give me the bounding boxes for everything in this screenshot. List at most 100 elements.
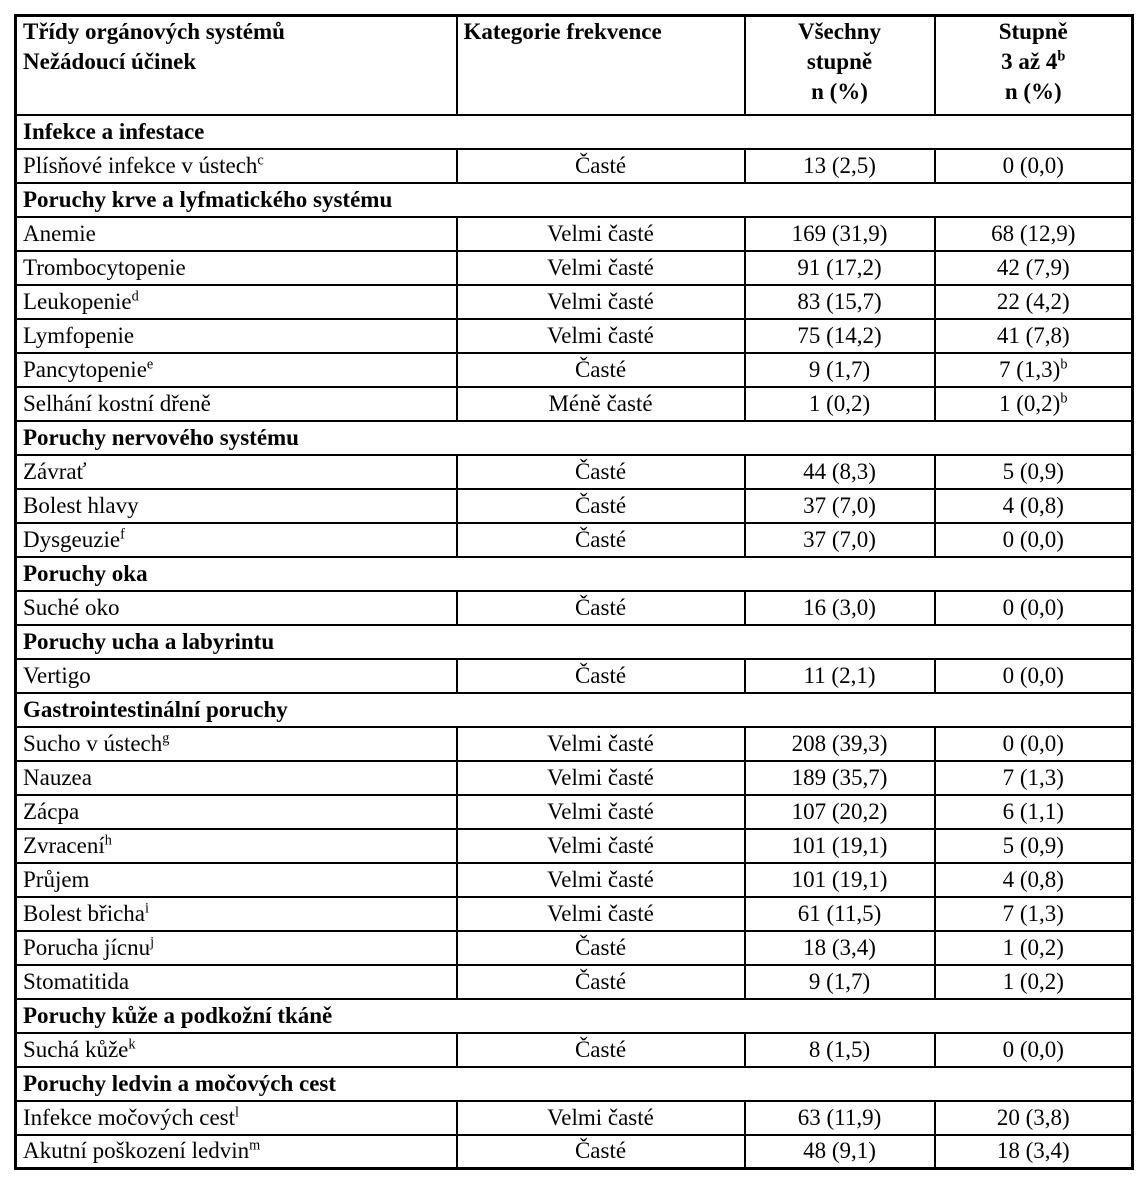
table-row: Lymfopenie Velmi časté 75 (14,2) 41 (7,8) [14, 317, 1134, 354]
frequency-category: Velmi časté [455, 283, 746, 320]
header-line: 3 až 4b [1001, 48, 1066, 74]
adverse-effect-name: Sucho v ústechg [14, 725, 458, 762]
all-grades-value: 1 (0,2) [743, 385, 936, 422]
all-grades-value: 83 (15,7) [743, 283, 936, 320]
table-row: Suchá kůžek Časté 8 (1,5) 0 (0,0) [14, 1031, 1134, 1068]
table-header: Třídy orgánových systémů Nežádoucí účine… [14, 14, 1134, 116]
adverse-effect-name: Průjem [14, 861, 458, 898]
frequency-category: Časté [455, 589, 746, 626]
table-row: Stomatitida Časté 9 (1,7) 1 (0,2) [14, 963, 1134, 1000]
adverse-effect-name: Infekce močových cestl [14, 1099, 458, 1136]
adverse-effect-name: Trombocytopenie [14, 249, 458, 286]
frequency-category: Velmi časté [455, 895, 746, 932]
header-line: Třídy orgánových systémů [23, 19, 285, 44]
adverse-effect-name: Lymfopenie [14, 317, 458, 354]
frequency-category: Časté [455, 351, 746, 388]
col-header-system-organ-class: Třídy orgánových systémů Nežádoucí účine… [14, 14, 458, 116]
frequency-category: Časté [455, 1133, 746, 1170]
adverse-effect-name: Akutní poškození ledvinm [14, 1133, 458, 1170]
adverse-effect-name: Dysgeuzief [14, 521, 458, 558]
all-grades-value: 8 (1,5) [743, 1031, 936, 1068]
grades-3-4-value: 7 (1,3)b [933, 351, 1134, 388]
adverse-effect-name: Pancytopeniee [14, 351, 458, 388]
all-grades-value: 208 (39,3) [743, 725, 936, 762]
table-row: Suché oko Časté 16 (3,0) 0 (0,0) [14, 589, 1134, 626]
adverse-effect-name: Selhání kostní dřeně [14, 385, 458, 422]
frequency-category: Časté [455, 1031, 746, 1068]
grades-3-4-value: 5 (0,9) [933, 453, 1134, 490]
grades-3-4-value: 0 (0,0) [933, 589, 1134, 626]
grades-3-4-value: 1 (0,2)b [933, 385, 1134, 422]
grades-3-4-value: 0 (0,0) [933, 521, 1134, 558]
grades-3-4-value: 0 (0,0) [933, 147, 1134, 184]
frequency-category: Velmi časté [455, 215, 746, 252]
grades-3-4-value: 0 (0,0) [933, 1031, 1134, 1068]
frequency-category: Časté [455, 963, 746, 1000]
section-title: Poruchy nervového systému [14, 419, 1134, 456]
all-grades-value: 13 (2,5) [743, 147, 936, 184]
grades-3-4-value: 41 (7,8) [933, 317, 1134, 354]
table-row: Trombocytopenie Velmi časté 91 (17,2) 42 (7… [14, 249, 1134, 286]
all-grades-value: 11 (2,1) [743, 657, 936, 694]
all-grades-value: 37 (7,0) [743, 521, 936, 558]
adverse-effect-name: Bolest břichai [14, 895, 458, 932]
section-title: Poruchy ledvin a močových cest [14, 1065, 1134, 1102]
adverse-effect-name: Suché oko [14, 589, 458, 626]
all-grades-value: 37 (7,0) [743, 487, 936, 524]
adverse-effect-name: Závrať [14, 453, 458, 490]
header-line: n (%) [811, 79, 868, 104]
table-row: Selhání kostní dřeně Méně časté 1 (0,2) 1 (… [14, 385, 1134, 422]
frequency-category: Méně časté [455, 385, 746, 422]
table-row: Nauzea Velmi časté 189 (35,7) 7 (1,3) [14, 759, 1134, 796]
table-body: Infekce a infestace Plísňové infekce v ús… [14, 113, 1134, 1170]
frequency-category: Velmi časté [455, 759, 746, 796]
adverse-effect-name: Anemie [14, 215, 458, 252]
section-row: Poruchy ledvin a močových cest [14, 1065, 1134, 1102]
col-header-grades-3-4: Stupně 3 až 4b n (%) [933, 14, 1134, 116]
all-grades-value: 101 (19,1) [743, 861, 936, 898]
section-title: Poruchy oka [14, 555, 1134, 592]
grades-3-4-value: 18 (3,4) [933, 1133, 1134, 1170]
all-grades-value: 16 (3,0) [743, 589, 936, 626]
header-line: Nežádoucí účinek [23, 49, 197, 74]
adverse-effect-name: Leukopenied [14, 283, 458, 320]
all-grades-value: 107 (20,2) [743, 793, 936, 830]
frequency-category: Velmi časté [455, 827, 746, 864]
section-title: Poruchy krve a lyfmatického systému [14, 181, 1134, 218]
table-row: Porucha jícnuj Časté 18 (3,4) 1 (0,2) [14, 929, 1134, 966]
adverse-effect-name: Porucha jícnuj [14, 929, 458, 966]
adverse-effect-name: Bolest hlavy [14, 487, 458, 524]
grades-3-4-value: 7 (1,3) [933, 895, 1134, 932]
table-row: Závrať Časté 44 (8,3) 5 (0,9) [14, 453, 1134, 490]
grades-3-4-value: 1 (0,2) [933, 929, 1134, 966]
all-grades-value: 101 (19,1) [743, 827, 936, 864]
all-grades-value: 9 (1,7) [743, 351, 936, 388]
table-row: Dysgeuzief Časté 37 (7,0) 0 (0,0) [14, 521, 1134, 558]
header-line: stupně [806, 49, 873, 74]
grades-3-4-value: 4 (0,8) [933, 861, 1134, 898]
grades-3-4-value: 20 (3,8) [933, 1099, 1134, 1136]
adverse-effect-name: Nauzea [14, 759, 458, 796]
section-title: Infekce a infestace [14, 113, 1134, 150]
frequency-category: Velmi časté [455, 249, 746, 286]
frequency-category: Časté [455, 487, 746, 524]
section-title: Poruchy ucha a labyrintu [14, 623, 1134, 660]
grades-3-4-value: 22 (4,2) [933, 283, 1134, 320]
adverse-effect-name: Zácpa [14, 793, 458, 830]
header-line: Kategorie frekvence [463, 19, 662, 44]
header-line: n (%) [1004, 79, 1062, 104]
table-row: Leukopenied Velmi časté 83 (15,7) 22 (4,2) [14, 283, 1134, 320]
frequency-category: Velmi časté [455, 725, 746, 762]
adverse-effect-name: Stomatitida [14, 963, 458, 1000]
table-row: Pancytopeniee Časté 9 (1,7) 7 (1,3)b [14, 351, 1134, 388]
section-row: Poruchy kůže a podkožní tkáně [14, 997, 1134, 1034]
all-grades-value: 9 (1,7) [743, 963, 936, 1000]
all-grades-value: 75 (14,2) [743, 317, 936, 354]
table-row: Vertigo Časté 11 (2,1) 0 (0,0) [14, 657, 1134, 694]
header-row: Třídy orgánových systémů Nežádoucí účine… [14, 14, 1134, 116]
frequency-category: Velmi časté [455, 1099, 746, 1136]
frequency-category: Časté [455, 657, 746, 694]
col-header-all-grades: Všechny stupně n (%) [743, 14, 936, 116]
table-row: Akutní poškození ledvinm Časté 48 (9,1) 18 … [14, 1133, 1134, 1170]
section-row: Poruchy ucha a labyrintu [14, 623, 1134, 660]
